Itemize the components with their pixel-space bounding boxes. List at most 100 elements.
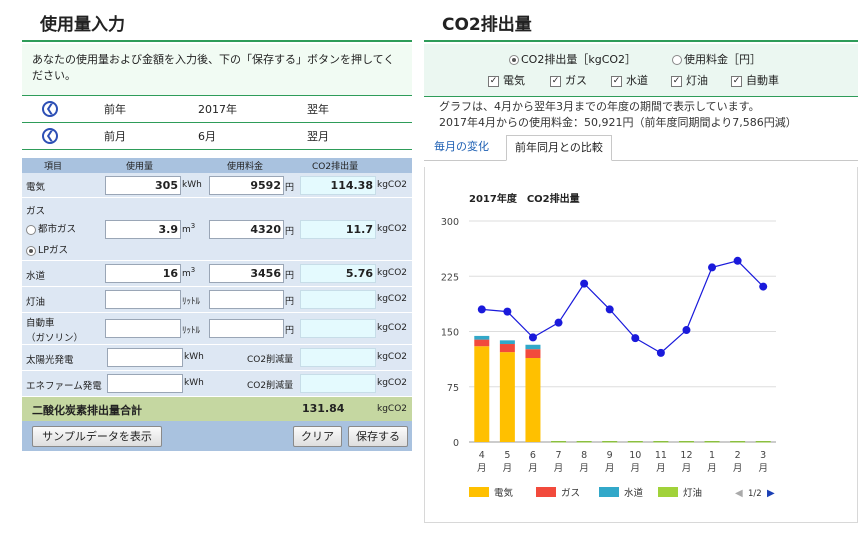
header-usage: 使用量 <box>126 162 154 172</box>
unit-label: kWh <box>182 180 202 190</box>
radio-icon[interactable] <box>672 55 682 65</box>
radio-selected-icon[interactable] <box>509 55 519 65</box>
next-page-icon[interactable]: ▶ <box>767 488 775 499</box>
electricity-usage-input[interactable]: 305 <box>105 176 181 195</box>
x-tick-label: 10 月 <box>629 450 641 474</box>
gas-fee-input[interactable]: 4320 <box>209 220 284 239</box>
usage-table: 項目 使用量 使用料金 CO2排出量 電気 305 kWh 9592 円 114… <box>22 158 412 451</box>
row-solar: 太陽光発電 kWh CO2削減量 kgCO2 <box>22 345 412 371</box>
solar-usage-input[interactable] <box>107 348 183 367</box>
unit-label: kgCO2 <box>377 378 408 388</box>
legend-swatch <box>536 487 556 497</box>
x-tick-label-part: 2 <box>735 450 741 461</box>
checkbox-label: 灯油 <box>686 74 708 87</box>
checkbox-kerosene[interactable]: ✓ 灯油 <box>671 72 708 88</box>
water-usage-input[interactable]: 16 <box>105 264 181 283</box>
line-point <box>605 305 614 314</box>
checkbox-checked-icon[interactable]: ✓ <box>671 75 682 87</box>
next-month-link[interactable]: 翌月 <box>307 130 329 143</box>
show-sample-button[interactable]: サンプルデータを表示 <box>32 426 162 447</box>
unit-text: m <box>182 225 191 235</box>
unit-label: m3 <box>182 222 195 235</box>
checkbox-label: 自動車 <box>746 74 779 87</box>
lp-gas-option[interactable]: LPガス <box>26 242 68 256</box>
x-tick-label-part: 4 <box>479 450 485 461</box>
prev-month-link[interactable]: 前月 <box>104 130 126 143</box>
x-tick-label-part: 6 <box>530 450 536 461</box>
kerosene-usage-input[interactable] <box>105 290 181 309</box>
car-usage-input[interactable] <box>105 319 181 338</box>
co2-radio-option[interactable]: CO2排出量［kgCO2］ <box>509 51 636 67</box>
page-indicator: 1/2 <box>748 489 762 499</box>
unit-sup: 3 <box>190 222 196 230</box>
city-gas-option[interactable]: 都市ガス <box>26 221 76 235</box>
row-label: 電気 <box>26 182 46 193</box>
bar-segment <box>551 441 567 443</box>
unit-label: kWh <box>184 378 204 388</box>
bar-segment <box>730 441 746 443</box>
radio-icon[interactable] <box>26 224 36 235</box>
radio-selected-icon[interactable] <box>26 245 36 256</box>
reduction-label: CO2削減量 <box>247 381 294 391</box>
save-button[interactable]: 保存する <box>348 426 408 447</box>
gas-usage-input[interactable]: 3.9 <box>105 220 181 239</box>
tab-yoy[interactable]: 前年同月との比較 <box>506 135 612 161</box>
line-point <box>631 334 640 343</box>
row-label: エネファーム発電 <box>26 381 102 392</box>
electricity-fee-input[interactable]: 9592 <box>209 176 284 195</box>
row-label: 自動車 <box>26 318 55 329</box>
fee-radio-option[interactable]: 使用料金［円］ <box>672 51 761 67</box>
row-enefarm: エネファーム発電 kWh CO2削減量 kgCO2 <box>22 371 412 397</box>
checkbox-water[interactable]: ✓ 水道 <box>611 72 648 88</box>
header-fee: 使用料金 <box>227 162 264 172</box>
bar-segment <box>755 441 771 443</box>
car-fee-input[interactable] <box>209 319 284 338</box>
solar-co2-value <box>300 348 376 367</box>
checkbox-checked-icon[interactable]: ✓ <box>731 75 742 87</box>
pagination[interactable]: ◀ 1/2 ▶ <box>735 488 775 499</box>
chart-title: 2017年度 CO2排出量 <box>469 192 580 205</box>
checkbox-checked-icon[interactable]: ✓ <box>611 75 622 87</box>
prev-page-icon[interactable]: ◀ <box>735 488 743 499</box>
checkbox-checked-icon[interactable]: ✓ <box>488 75 499 87</box>
unit-label: 円 <box>285 271 295 281</box>
year-nav: ❮ 前年 2017年 翌年 <box>22 96 412 123</box>
bar-segment <box>653 441 669 443</box>
clear-button[interactable]: クリア <box>293 426 342 447</box>
next-year-link[interactable]: 翌年 <box>307 103 329 116</box>
x-tick-label-part: 月 <box>682 463 692 474</box>
unit-label: 円 <box>285 227 295 237</box>
y-tick-label: 225 <box>441 272 459 283</box>
panel-title: 使用量入力 <box>22 0 412 42</box>
checkbox-gas[interactable]: ✓ ガス <box>550 72 587 88</box>
line-point <box>759 282 768 291</box>
unit-label: ﾘｯﾄﾙ <box>182 297 201 307</box>
checkbox-checked-icon[interactable]: ✓ <box>550 75 561 87</box>
checkbox-electricity[interactable]: ✓ 電気 <box>488 72 525 88</box>
x-tick-label-part: 月 <box>554 463 564 474</box>
prev-year-link[interactable]: 前年 <box>104 103 126 116</box>
year-back-icon[interactable]: ❮ <box>42 101 58 117</box>
legend-swatch <box>658 487 678 497</box>
legend-label: ガス <box>561 488 580 499</box>
bar-segment <box>474 339 490 347</box>
month-nav: ❮ 前月 6月 翌月 <box>22 123 412 150</box>
tab-monthly[interactable]: 毎月の変化 <box>434 140 489 153</box>
display-options: CO2排出量［kgCO2］ 使用料金［円］ ✓ 電気 ✓ ガス ✓ 水道 ✓ 灯油 ✓ 自… <box>424 44 858 97</box>
checkbox-car[interactable]: ✓ 自動車 <box>731 72 779 88</box>
water-fee-input[interactable]: 3456 <box>209 264 284 283</box>
bar-segment <box>499 340 515 345</box>
month-back-icon[interactable]: ❮ <box>42 128 58 144</box>
x-tick-label-part: 月 <box>733 463 743 474</box>
y-tick-label: 150 <box>441 328 459 339</box>
kerosene-fee-input[interactable] <box>209 290 284 309</box>
y-tick-label: 300 <box>441 217 459 228</box>
legend-swatch <box>599 487 619 497</box>
x-tick-label-part: 7 <box>556 450 562 461</box>
enefarm-usage-input[interactable] <box>107 374 183 393</box>
bar-segment <box>576 441 592 443</box>
